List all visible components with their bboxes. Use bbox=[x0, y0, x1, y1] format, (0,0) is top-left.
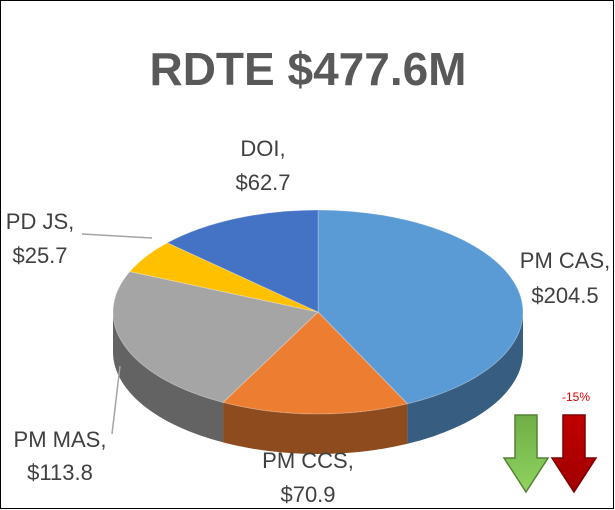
data-label-name: PD JS, bbox=[6, 209, 74, 234]
pie-side bbox=[407, 312, 523, 444]
pie-side bbox=[223, 402, 408, 455]
pie bbox=[112, 209, 524, 455]
data-label-name: PM CCS, bbox=[262, 448, 354, 473]
data-label-value: $204.5 bbox=[531, 283, 598, 308]
data-label-value: $62.7 bbox=[235, 170, 290, 195]
pie-slice bbox=[166, 209, 319, 313]
pie-slice bbox=[222, 311, 409, 415]
chart-title: RDTE $477.6M bbox=[149, 43, 466, 95]
pie-slice bbox=[128, 242, 319, 313]
data-label-name: PM CAS, bbox=[520, 248, 610, 273]
pie-slice bbox=[112, 270, 320, 403]
green-arrow bbox=[502, 414, 550, 494]
leader-line bbox=[111, 365, 121, 435]
data-label-name: PM MAS, bbox=[14, 427, 107, 452]
data-label-value: $70.9 bbox=[280, 482, 335, 507]
pie-slice bbox=[317, 209, 524, 405]
data-label-value: $113.8 bbox=[27, 460, 93, 485]
red-arrow bbox=[550, 414, 598, 494]
leader-line bbox=[81, 233, 153, 239]
data-label-name: DOI, bbox=[240, 136, 285, 161]
annotation: -15% bbox=[562, 390, 590, 404]
data-label-value: $25.7 bbox=[12, 243, 67, 268]
pie-side bbox=[112, 312, 224, 443]
